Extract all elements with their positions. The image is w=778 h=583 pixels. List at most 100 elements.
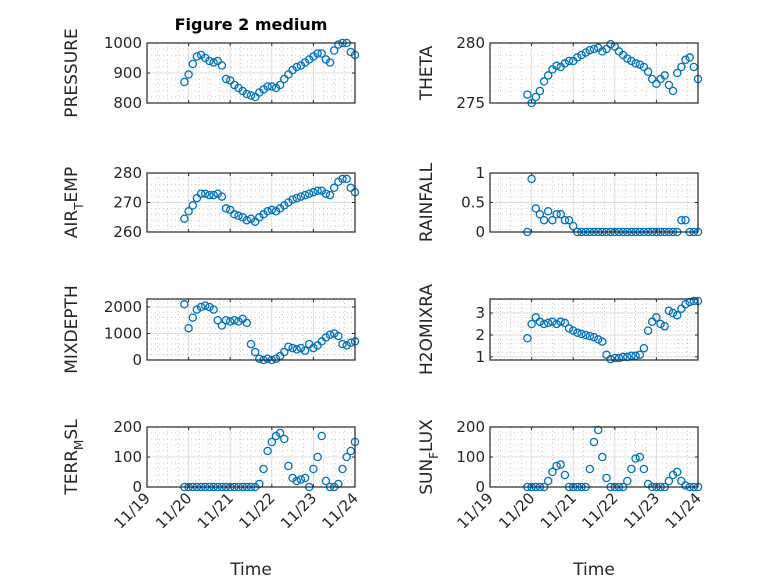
- data-point: [643, 67, 653, 77]
- data-point: [300, 473, 310, 483]
- data-point: [284, 198, 293, 207]
- y-tick-label: 280: [456, 34, 485, 52]
- x-tick-label: 11/24: [662, 489, 705, 532]
- data-point: [535, 86, 545, 96]
- y-tick-label: 100: [113, 448, 142, 466]
- data-point: [652, 79, 661, 89]
- y-tick-label: 800: [113, 94, 142, 112]
- data-point: [672, 68, 682, 78]
- data-point: [623, 54, 632, 63]
- data-point: [313, 452, 322, 462]
- data-point: [242, 318, 252, 328]
- x-tick-label: 11/22: [578, 489, 621, 532]
- data-point: [213, 315, 222, 325]
- data-point: [527, 319, 536, 329]
- data-point: [647, 74, 657, 84]
- data-point: [346, 183, 356, 193]
- data-point: [677, 62, 686, 72]
- data-point: [225, 317, 235, 326]
- y-tick-label: 260: [113, 223, 142, 241]
- data-point: [639, 62, 649, 72]
- subplot-mixdepth: 0 1000 2000 MIXDEPTH: [62, 285, 360, 374]
- data-point: [263, 82, 272, 91]
- data-point: [668, 308, 678, 318]
- data-point: [280, 434, 289, 444]
- data-point: [263, 446, 272, 456]
- y-axis-label: PRESSURE: [62, 28, 82, 117]
- data-point: [346, 446, 356, 456]
- x-tick-label: 11/24: [319, 489, 362, 532]
- y-tick-label: 0: [475, 223, 485, 241]
- data-point: [560, 59, 570, 68]
- data-point: [610, 353, 620, 363]
- data-point: [263, 207, 272, 216]
- data-point: [246, 339, 256, 349]
- data-point: [346, 338, 356, 348]
- data-point: [309, 464, 318, 474]
- data-point: [589, 44, 599, 54]
- data-point: [643, 326, 653, 335]
- data-point: [255, 479, 264, 489]
- data-point: [677, 215, 686, 225]
- data-point: [205, 56, 214, 66]
- y-tick-label: 1: [475, 348, 485, 366]
- data-point: [652, 313, 661, 322]
- axes-box: [489, 172, 699, 233]
- data-point: [564, 56, 574, 66]
- axes-box: [146, 298, 356, 361]
- data-point: [200, 189, 210, 198]
- data-point: [531, 92, 541, 102]
- data-point: [209, 305, 218, 314]
- y-tick-label: 200: [456, 418, 485, 436]
- data-point: [321, 476, 331, 486]
- x-tick-label: 11/20: [495, 489, 538, 532]
- data-point: [593, 425, 603, 435]
- data-point: [217, 321, 227, 330]
- data-point: [539, 319, 549, 329]
- data-point: [180, 77, 189, 87]
- data-point: [577, 50, 586, 60]
- data-point: [300, 346, 310, 355]
- y-axis-label: H2OMIXRA: [417, 284, 437, 375]
- data-point: [196, 302, 206, 312]
- y-tick-label: 3: [475, 304, 485, 322]
- data-point: [573, 53, 582, 62]
- axes-box: [489, 42, 699, 104]
- data-point: [217, 61, 227, 70]
- data-point: [334, 40, 343, 49]
- data-point: [631, 351, 640, 361]
- data-point: [602, 473, 611, 483]
- data-point: [267, 82, 277, 91]
- x-axis-label: Time: [572, 560, 615, 580]
- figure-title: Figure 2 medium: [175, 15, 328, 34]
- data-point: [548, 317, 557, 327]
- data-point: [230, 315, 239, 325]
- y-tick-label: 2: [475, 326, 485, 344]
- y-tick-label: 200: [113, 418, 142, 436]
- data-point: [184, 70, 193, 79]
- data-point: [681, 215, 690, 225]
- y-tick-label: 280: [113, 164, 142, 182]
- data-point: [292, 476, 302, 486]
- data-point: [225, 76, 235, 85]
- data-point: [589, 332, 599, 342]
- axes-box: [146, 172, 356, 233]
- data-point: [552, 61, 561, 71]
- data-point: [296, 192, 306, 201]
- data-point: [180, 300, 189, 309]
- data-point: [585, 464, 595, 474]
- data-point: [200, 301, 210, 310]
- data-point: [552, 319, 561, 329]
- data-point: [552, 210, 561, 219]
- data-point: [523, 334, 532, 343]
- data-point: [300, 190, 310, 200]
- data-point: [221, 315, 231, 325]
- data-point: [543, 207, 553, 216]
- data-point: [672, 467, 682, 477]
- data-point: [338, 339, 347, 349]
- data-point: [689, 62, 699, 72]
- data-point: [217, 192, 227, 201]
- data-point: [288, 343, 297, 353]
- data-point: [284, 342, 293, 351]
- y-axis-label: MIXDEPTH: [62, 285, 82, 374]
